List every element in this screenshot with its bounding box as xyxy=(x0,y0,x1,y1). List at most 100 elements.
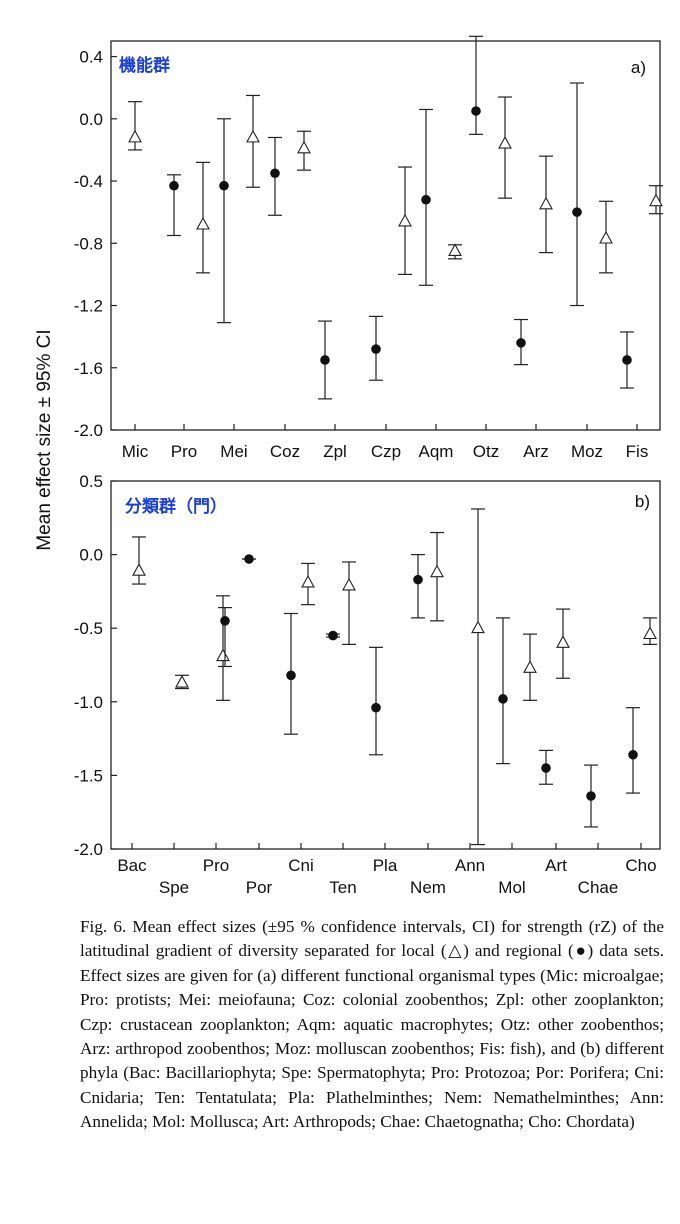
local-point xyxy=(556,608,570,679)
regional-dot-marker xyxy=(270,168,280,179)
local-triangle-marker xyxy=(196,216,210,230)
regional-point xyxy=(496,617,510,765)
local-triangle-marker xyxy=(246,129,260,143)
regional-point xyxy=(584,764,598,828)
local-triangle-marker xyxy=(539,196,553,210)
y-tick-label: 0.5 xyxy=(79,472,103,491)
local-point xyxy=(175,674,189,690)
regional-point xyxy=(626,707,640,794)
category-label: Pro xyxy=(203,856,229,875)
local-triangle-marker xyxy=(430,564,444,578)
local-point xyxy=(297,130,311,171)
regional-dot-marker xyxy=(413,574,423,585)
regional-dot-marker xyxy=(586,791,596,801)
regional-dot-marker xyxy=(219,180,229,191)
regional-point xyxy=(369,315,383,381)
local-point xyxy=(643,617,657,645)
local-point xyxy=(539,155,553,254)
panel-b-marks xyxy=(132,508,657,846)
regional-point xyxy=(369,646,383,756)
regional-point xyxy=(514,318,528,366)
local-triangle-marker xyxy=(398,213,412,227)
regional-point xyxy=(218,606,232,668)
regional-point xyxy=(217,118,231,324)
local-point xyxy=(342,561,356,645)
regional-point xyxy=(242,554,256,564)
regional-point xyxy=(268,136,282,216)
category-label: Zpl xyxy=(323,442,347,461)
regional-dot-marker xyxy=(622,355,632,365)
category-label: Coz xyxy=(270,442,300,461)
local-triangle-marker xyxy=(448,243,462,257)
category-label: Art xyxy=(545,856,567,875)
local-point xyxy=(301,562,315,606)
local-point xyxy=(498,96,512,199)
local-point xyxy=(471,508,485,846)
category-label: Czp xyxy=(371,442,401,461)
figure: Mean effect size ± 95% CI 機能群 a) 0.4 0.0 -… xyxy=(34,35,663,897)
y-tick-label: -0.4 xyxy=(74,172,103,191)
local-triangle-marker xyxy=(556,635,570,648)
panel-a-label: a) xyxy=(631,58,646,77)
local-triangle-marker xyxy=(128,129,142,143)
regional-dot-marker xyxy=(371,344,381,354)
local-point xyxy=(448,243,462,260)
category-label: Otz xyxy=(473,442,499,461)
local-point xyxy=(398,166,412,275)
panel-b-y-axis: 0.5 0.0 -0.5 -1.0 -1.5 -2.0 xyxy=(74,472,117,859)
local-point xyxy=(128,101,142,151)
local-triangle-marker xyxy=(297,140,311,154)
category-label: Ann xyxy=(455,856,485,875)
panel-b-title: 分類群（門） xyxy=(125,496,227,516)
local-triangle-marker xyxy=(175,674,189,688)
local-triangle-marker xyxy=(649,193,663,207)
regional-dot-marker xyxy=(244,554,254,564)
category-label: Mol xyxy=(498,878,525,897)
category-label: Aqm xyxy=(419,442,454,461)
category-label: Arz xyxy=(523,442,549,461)
category-label: Ten xyxy=(329,878,356,897)
panel-b-category-labels: Bac Spe Pro Por Cni Ten Pla Nem Ann Mol Art Chae Cho xyxy=(117,843,657,897)
regional-point xyxy=(318,320,332,400)
local-point xyxy=(523,633,537,701)
panel-a: 機能群 a) 0.4 0.0 -0.4 -0.8 -1.2 -1.6 -2.0 Mic Pro… xyxy=(74,35,663,461)
local-point xyxy=(649,185,663,215)
local-point xyxy=(216,595,230,701)
y-tick-label: 0.0 xyxy=(79,110,103,129)
panel-b-label: b) xyxy=(635,492,650,511)
y-axis-label: Mean effect size ± 95% CI xyxy=(34,329,55,550)
regional-point xyxy=(570,82,584,307)
local-triangle-marker xyxy=(498,135,512,149)
regional-dot-marker xyxy=(471,106,481,116)
local-triangle-marker xyxy=(523,660,537,673)
regional-point xyxy=(539,749,553,785)
regional-dot-marker xyxy=(421,194,431,205)
category-label: Mic xyxy=(122,442,149,461)
category-label: Cho xyxy=(625,856,656,875)
local-point xyxy=(132,536,146,585)
y-tick-label: -2.0 xyxy=(74,421,103,440)
regional-point xyxy=(419,108,433,286)
category-label: Por xyxy=(246,878,273,897)
regional-dot-marker xyxy=(498,694,508,704)
regional-dot-marker xyxy=(628,749,638,760)
y-tick-label: -1.2 xyxy=(74,297,103,316)
panel-b: 分類群（門） b) 0.5 0.0 -0.5 -1.0 -1.5 -2.0 Bac Spe P… xyxy=(74,472,661,897)
local-point xyxy=(430,531,444,622)
local-triangle-marker xyxy=(216,648,230,662)
regional-dot-marker xyxy=(220,616,230,626)
regional-point xyxy=(620,331,634,389)
category-label: Mei xyxy=(220,442,247,461)
regional-point xyxy=(284,612,298,735)
regional-point xyxy=(167,174,181,237)
regional-dot-marker xyxy=(541,763,551,773)
category-label: Cni xyxy=(288,856,314,875)
local-point xyxy=(599,200,613,274)
y-tick-label: -0.5 xyxy=(74,619,103,638)
category-label: Pla xyxy=(373,856,398,875)
panel-a-category-labels: Mic Pro Mei Coz Zpl Czp Aqm Otz Arz Moz Fis xyxy=(122,424,648,461)
regional-dot-marker xyxy=(572,207,582,217)
category-label: Moz xyxy=(571,442,603,461)
category-label: Nem xyxy=(410,878,446,897)
local-triangle-marker xyxy=(301,574,315,588)
